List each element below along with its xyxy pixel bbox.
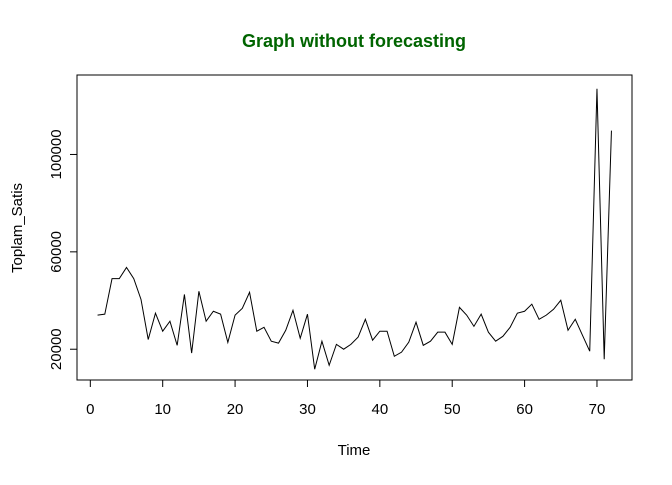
chart-title: Graph without forecasting (242, 31, 466, 51)
data-line (97, 88, 612, 370)
x-tick-label: 40 (371, 401, 388, 418)
y-tick-label: 60000 (48, 231, 65, 273)
x-tick-label: 60 (516, 401, 533, 418)
x-tick-label: 30 (299, 401, 316, 418)
x-tick-label: 50 (444, 401, 461, 418)
y-tick-label: 100000 (48, 129, 65, 179)
x-tick-label: 70 (589, 401, 606, 418)
x-tick-label: 10 (154, 401, 171, 418)
x-tick-label: 0 (86, 401, 94, 418)
y-tick-label: 20000 (48, 328, 65, 370)
x-tick-label: 20 (227, 401, 244, 418)
x-axis-label: Time (338, 442, 371, 459)
y-axis-label: Toplam_Satis (9, 183, 26, 273)
